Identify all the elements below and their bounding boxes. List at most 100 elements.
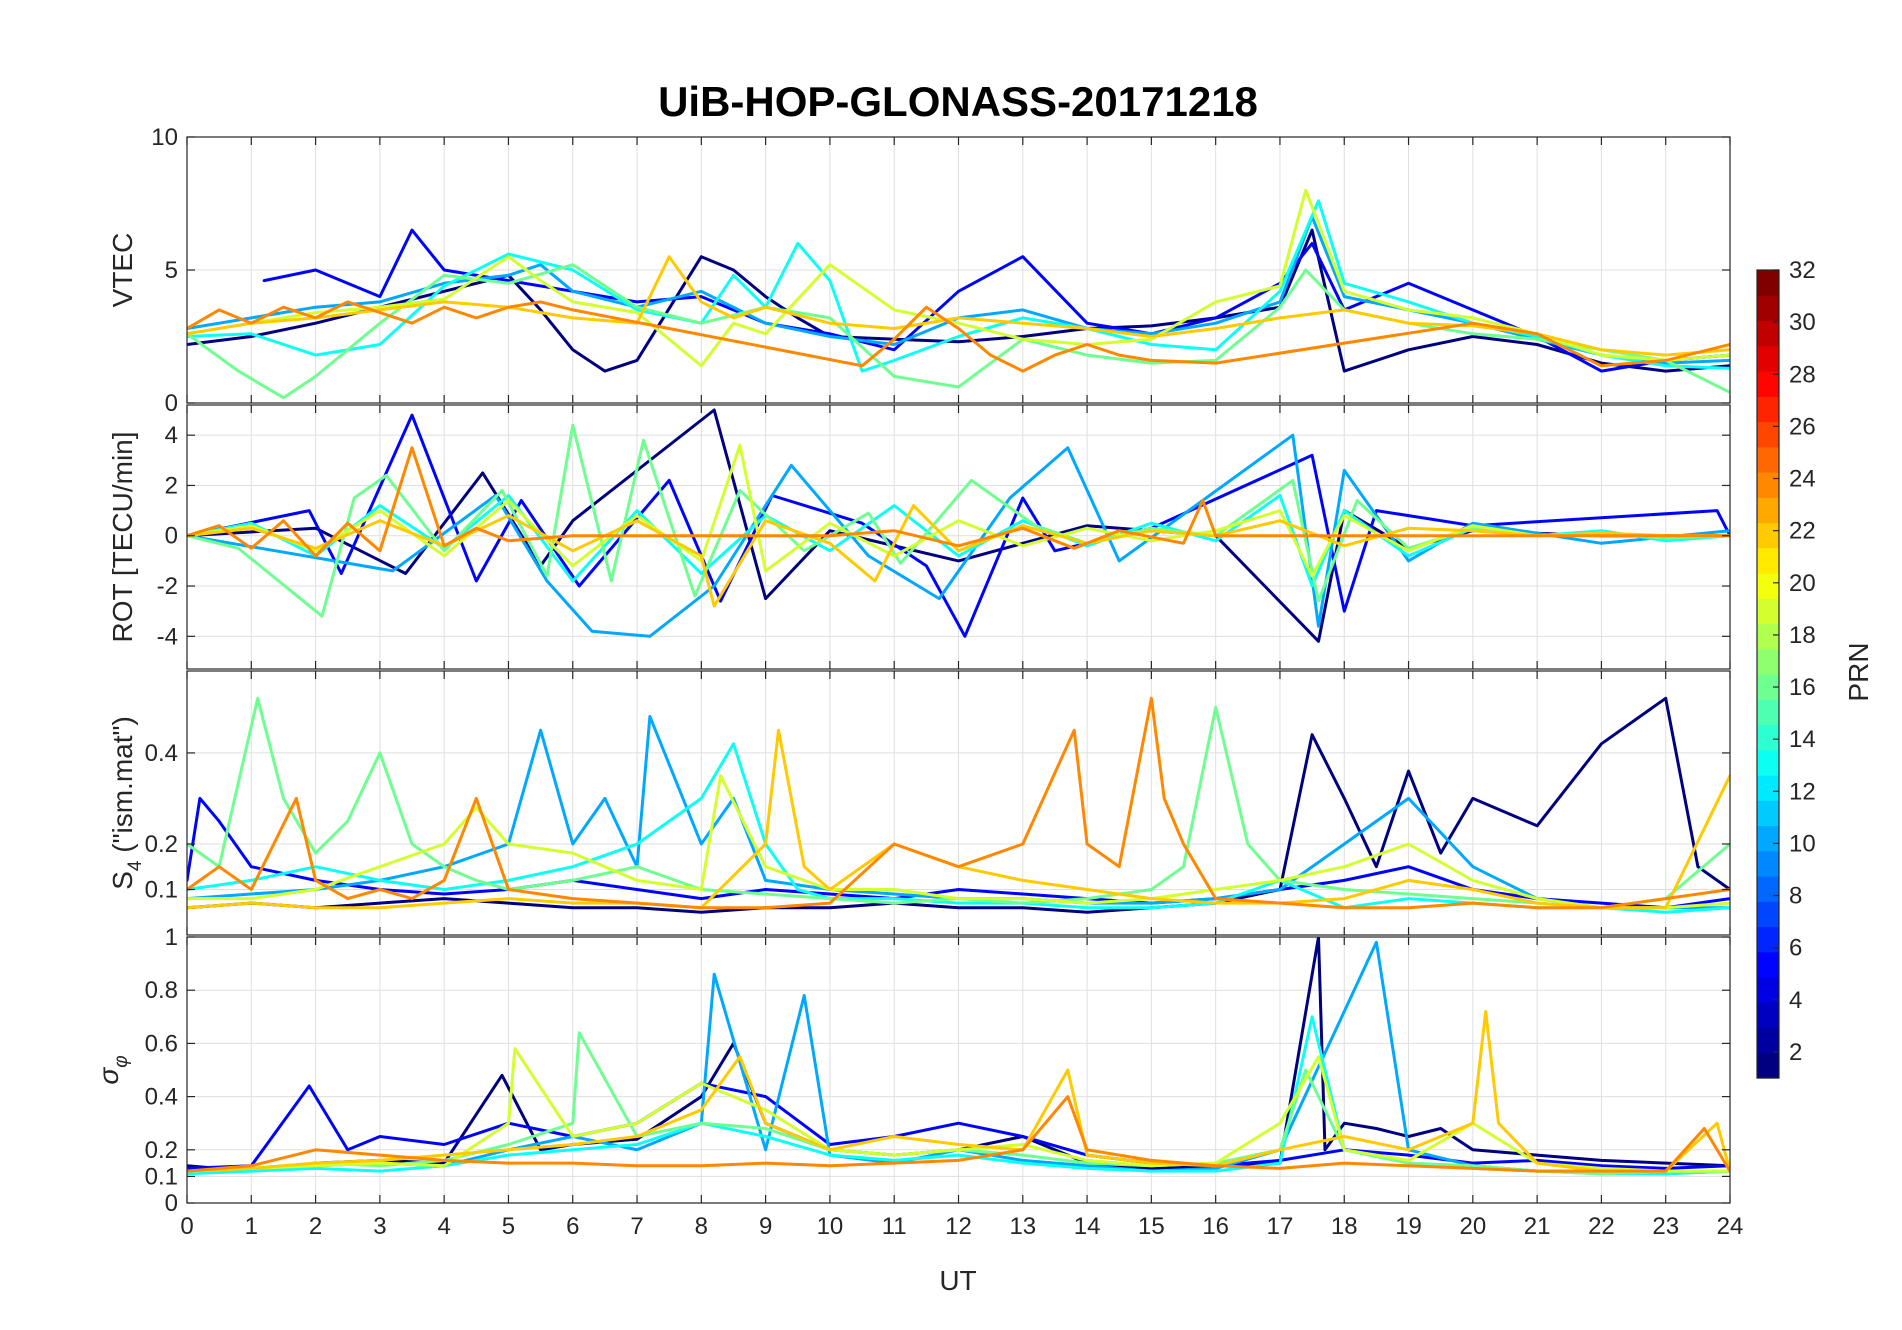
colorbar-segment bbox=[1757, 371, 1779, 397]
series-line-prn-13 bbox=[187, 199, 1730, 373]
y-axis-label-s4: S4 ("ism.mat") bbox=[107, 716, 146, 890]
series-line-prn-24 bbox=[187, 696, 1730, 910]
x-tick-label: 1 bbox=[245, 1213, 258, 1240]
colorbar-tick-label: 6 bbox=[1789, 935, 1802, 962]
panel-rot: -4 -2 0 2 4 ROT [TECU/min] bbox=[107, 404, 1731, 670]
colorbar-tick-label: 14 bbox=[1789, 726, 1816, 753]
colorbar-segment bbox=[1757, 951, 1779, 978]
colorbar-segment bbox=[1757, 800, 1779, 827]
x-tick-label: 20 bbox=[1459, 1213, 1486, 1240]
colorbar-segment bbox=[1757, 825, 1779, 852]
x-tick-label: 3 bbox=[373, 1213, 386, 1240]
colorbar-segment bbox=[1757, 270, 1779, 296]
colorbar-tick-label: 32 bbox=[1789, 257, 1816, 284]
y-axis-label-rest: ("ism.mat") bbox=[107, 716, 138, 860]
y-tick-label: 10 bbox=[151, 124, 178, 151]
series-line-prn-5 bbox=[262, 228, 1730, 373]
x-tick-label: 10 bbox=[817, 1213, 844, 1240]
y-axis-label-sub: φ bbox=[111, 1055, 132, 1067]
y-axis-label-main: σ bbox=[93, 1067, 124, 1085]
series-line-prn-16 bbox=[187, 423, 1730, 618]
colorbar-segment bbox=[1757, 295, 1779, 322]
colorbar-tick-label: 10 bbox=[1789, 830, 1816, 857]
x-tick-label: 22 bbox=[1588, 1213, 1615, 1240]
y-axis-label-sub: 4 bbox=[125, 860, 146, 871]
colorbar-tick-label: 4 bbox=[1789, 987, 1802, 1014]
colorbar-segment bbox=[1757, 522, 1779, 549]
colorbar-segment bbox=[1757, 1027, 1779, 1054]
y-tick-label: 1 bbox=[165, 924, 178, 951]
colorbar-tick-label: 30 bbox=[1789, 309, 1816, 336]
colorbar-tick-label: 8 bbox=[1789, 883, 1802, 910]
y-axis-label-rot: ROT [TECU/min] bbox=[107, 431, 138, 642]
x-tick-label: 9 bbox=[759, 1213, 772, 1240]
colorbar-segment bbox=[1757, 850, 1779, 877]
y-axis-label-sigma: σφ bbox=[93, 1055, 132, 1084]
x-tick-label: 5 bbox=[502, 1213, 515, 1240]
series-group bbox=[187, 696, 1730, 914]
x-axis-label: UT bbox=[939, 1265, 976, 1296]
x-tick-label: 13 bbox=[1009, 1213, 1036, 1240]
x-tick-label: 0 bbox=[180, 1213, 193, 1240]
series-line-prn-24 bbox=[187, 300, 1730, 373]
x-tick-labels: 0 1 2 3 4 5 6 7 8 9 10 11 12 13 14 15 16 17 18 19 20 21 22 23 24 bbox=[180, 1213, 1743, 1240]
y-tick-label: 0.8 bbox=[145, 977, 178, 1004]
colorbar-segment bbox=[1757, 749, 1779, 776]
y-tick-label: 0.2 bbox=[145, 831, 178, 858]
colorbar-segment bbox=[1757, 1052, 1779, 1079]
x-tick-label: 19 bbox=[1395, 1213, 1422, 1240]
colorbar-segment bbox=[1757, 345, 1779, 372]
colorbar-tick-label: 20 bbox=[1789, 570, 1816, 597]
series-line-prn-19 bbox=[187, 443, 1730, 578]
colorbar-segment bbox=[1757, 396, 1779, 423]
x-tick-label: 15 bbox=[1138, 1213, 1165, 1240]
series-line-prn-24 bbox=[187, 446, 1730, 558]
colorbar-segment bbox=[1757, 977, 1779, 1003]
y-tick-label: 0 bbox=[165, 1190, 178, 1217]
x-tick-label: 23 bbox=[1652, 1213, 1679, 1240]
colorbar-segment bbox=[1757, 699, 1779, 726]
colorbar-label: PRN bbox=[1843, 642, 1874, 701]
series-line-prn-19 bbox=[187, 774, 1730, 910]
panel-sigma: 00.10.2 0.4 0.6 0.8 1 σφ bbox=[93, 924, 1731, 1217]
series-line-prn-13 bbox=[187, 742, 1730, 914]
colorbar-segment bbox=[1757, 876, 1779, 902]
colorbar-segment bbox=[1757, 573, 1779, 599]
colorbar-segment bbox=[1757, 926, 1779, 953]
x-tick-label: 2 bbox=[309, 1213, 322, 1240]
x-tick-label: 21 bbox=[1524, 1213, 1551, 1240]
colorbar-segment bbox=[1757, 623, 1779, 650]
colorbar-tick-label: 26 bbox=[1789, 413, 1816, 440]
x-tick-label: 8 bbox=[695, 1213, 708, 1240]
x-tick-label: 4 bbox=[437, 1213, 450, 1240]
x-tick-label: 6 bbox=[566, 1213, 579, 1240]
x-tick-label: 18 bbox=[1331, 1213, 1358, 1240]
chart-title: UiB-HOP-GLONASS-20171218 bbox=[658, 78, 1258, 125]
x-tick-label: 17 bbox=[1267, 1213, 1294, 1240]
series-line-prn-22 bbox=[187, 1010, 1730, 1173]
colorbar-segment bbox=[1757, 320, 1779, 347]
x-tick-label: 12 bbox=[945, 1213, 972, 1240]
y-tick-label: 0 bbox=[165, 523, 178, 550]
y-tick-label: 0.4 bbox=[145, 740, 178, 767]
colorbar-segment bbox=[1757, 446, 1779, 473]
x-tick-label: 24 bbox=[1717, 1213, 1744, 1240]
x-tick-label: 14 bbox=[1074, 1213, 1101, 1240]
colorbar-frame bbox=[1756, 269, 1780, 1079]
y-tick-label: 0.1 bbox=[145, 1163, 178, 1190]
y-axis-label-vtec: VTEC bbox=[107, 233, 138, 308]
x-tick-label: 16 bbox=[1202, 1213, 1229, 1240]
y-tick-label: 0.6 bbox=[145, 1030, 178, 1057]
y-tick-label: 0.1 bbox=[145, 876, 178, 903]
y-tick-label: 0 bbox=[165, 390, 178, 417]
series-group bbox=[187, 408, 1730, 643]
series-line-prn-24 bbox=[187, 1095, 1730, 1173]
y-tick-label: 5 bbox=[165, 257, 178, 284]
colorbar-segment bbox=[1757, 674, 1779, 700]
colorbar-tick-label: 24 bbox=[1789, 466, 1816, 493]
panel-s4: 0.1 0.2 0.4S4 ("ism.mat") bbox=[107, 670, 1731, 936]
colorbar-segment bbox=[1757, 724, 1779, 751]
